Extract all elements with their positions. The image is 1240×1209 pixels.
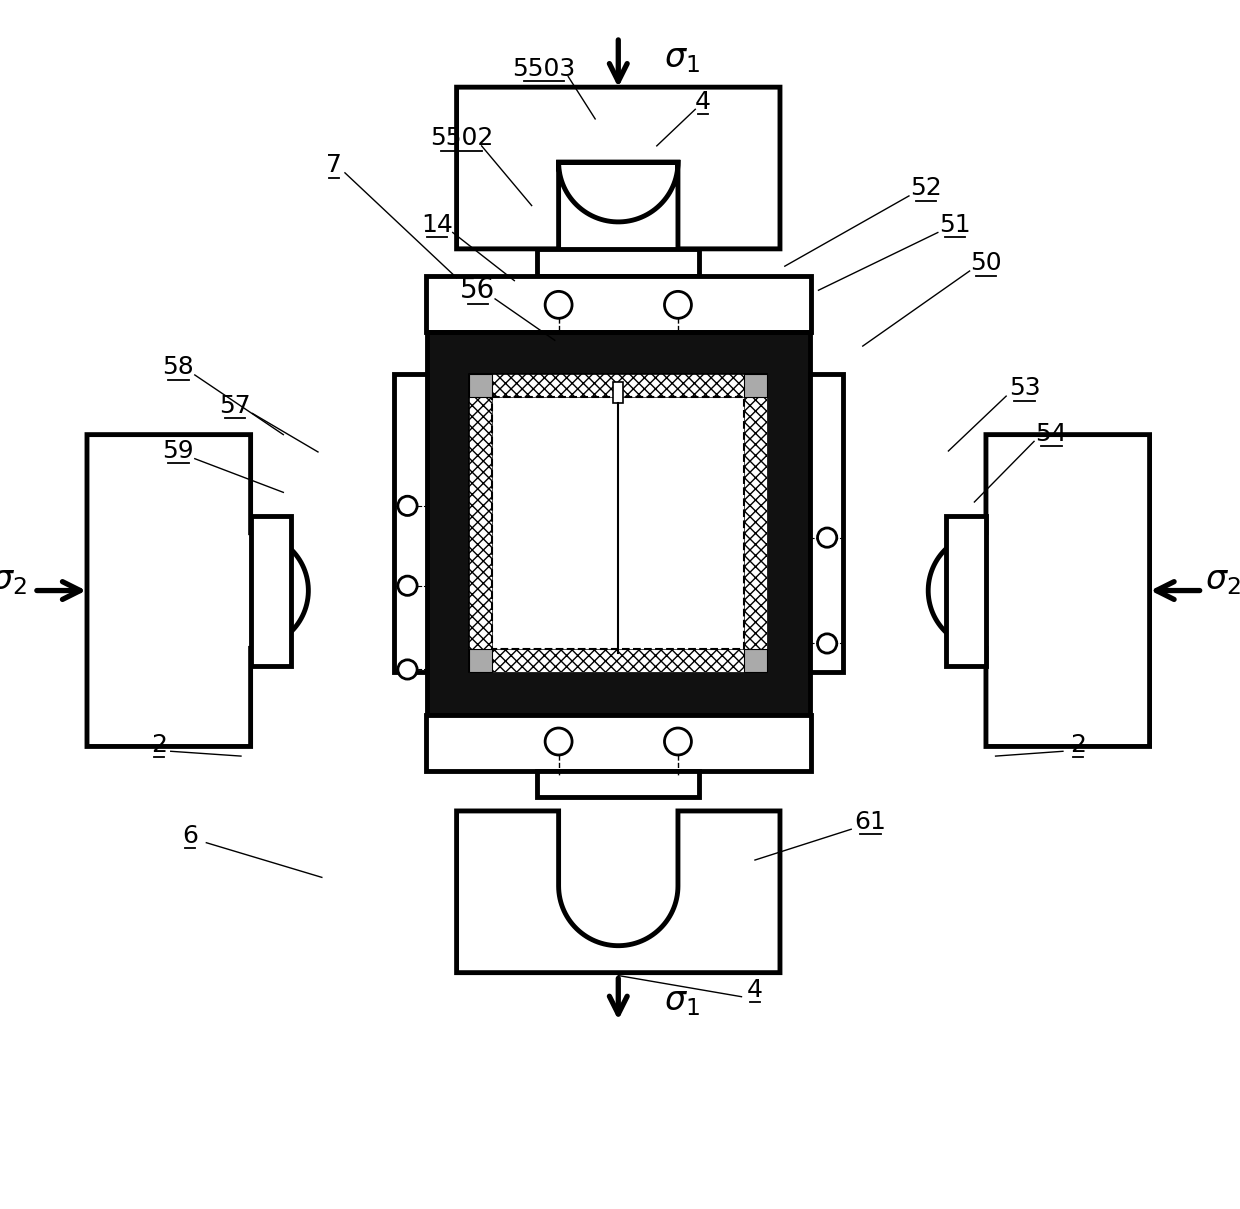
Bar bbox=[427, 331, 469, 715]
Text: 5503: 5503 bbox=[512, 57, 575, 81]
Bar bbox=[469, 374, 768, 397]
Text: 56: 56 bbox=[460, 276, 496, 305]
Circle shape bbox=[398, 577, 417, 595]
Bar bbox=[744, 649, 768, 672]
Bar bbox=[425, 276, 811, 331]
Text: 59: 59 bbox=[162, 439, 195, 463]
Text: $\sigma_2$: $\sigma_2$ bbox=[1205, 565, 1240, 597]
Bar bbox=[946, 516, 986, 666]
Bar bbox=[427, 672, 810, 715]
Text: 51: 51 bbox=[940, 213, 971, 237]
Bar bbox=[394, 374, 427, 672]
Bar bbox=[250, 516, 291, 666]
Bar bbox=[614, 382, 622, 403]
Bar bbox=[469, 649, 492, 672]
Circle shape bbox=[398, 496, 417, 515]
Text: 50: 50 bbox=[970, 251, 1002, 276]
Bar bbox=[492, 397, 744, 649]
Bar bbox=[469, 374, 492, 397]
Bar bbox=[469, 649, 768, 672]
Bar bbox=[469, 397, 492, 649]
Text: $\sigma_1$: $\sigma_1$ bbox=[665, 985, 701, 1018]
Bar bbox=[469, 649, 768, 672]
Circle shape bbox=[546, 728, 572, 754]
Text: 57: 57 bbox=[219, 394, 250, 418]
Bar bbox=[537, 770, 699, 798]
Bar bbox=[469, 374, 768, 672]
Text: 54: 54 bbox=[1035, 422, 1068, 446]
Text: 61: 61 bbox=[854, 810, 887, 833]
Text: 14: 14 bbox=[422, 213, 454, 237]
Bar bbox=[427, 331, 810, 374]
Text: $\sigma_2$: $\sigma_2$ bbox=[0, 565, 26, 597]
Polygon shape bbox=[456, 811, 780, 973]
Bar bbox=[425, 715, 811, 770]
Text: 2: 2 bbox=[151, 733, 167, 757]
Text: 53: 53 bbox=[1008, 376, 1040, 400]
Polygon shape bbox=[456, 87, 780, 249]
Text: 6: 6 bbox=[182, 825, 198, 848]
Bar bbox=[744, 374, 768, 397]
Text: 4: 4 bbox=[746, 978, 763, 1002]
Bar bbox=[427, 331, 810, 715]
Text: 2: 2 bbox=[1070, 733, 1086, 757]
Bar bbox=[744, 397, 768, 649]
Circle shape bbox=[817, 528, 837, 548]
Circle shape bbox=[398, 660, 417, 679]
Text: 4: 4 bbox=[694, 89, 711, 114]
Text: 5502: 5502 bbox=[430, 126, 494, 150]
Circle shape bbox=[665, 291, 692, 318]
Bar bbox=[768, 331, 810, 715]
Bar bbox=[744, 397, 768, 649]
Polygon shape bbox=[87, 434, 309, 746]
Text: $\sigma_1$: $\sigma_1$ bbox=[665, 42, 701, 75]
Polygon shape bbox=[929, 434, 1149, 746]
Text: 52: 52 bbox=[910, 177, 942, 201]
Circle shape bbox=[546, 291, 572, 318]
Bar bbox=[810, 374, 842, 672]
Bar bbox=[469, 374, 768, 397]
Circle shape bbox=[665, 728, 692, 754]
Circle shape bbox=[817, 634, 837, 653]
Bar bbox=[537, 249, 699, 276]
Bar bbox=[469, 397, 492, 649]
Text: 7: 7 bbox=[326, 154, 342, 178]
Text: 58: 58 bbox=[162, 355, 195, 380]
